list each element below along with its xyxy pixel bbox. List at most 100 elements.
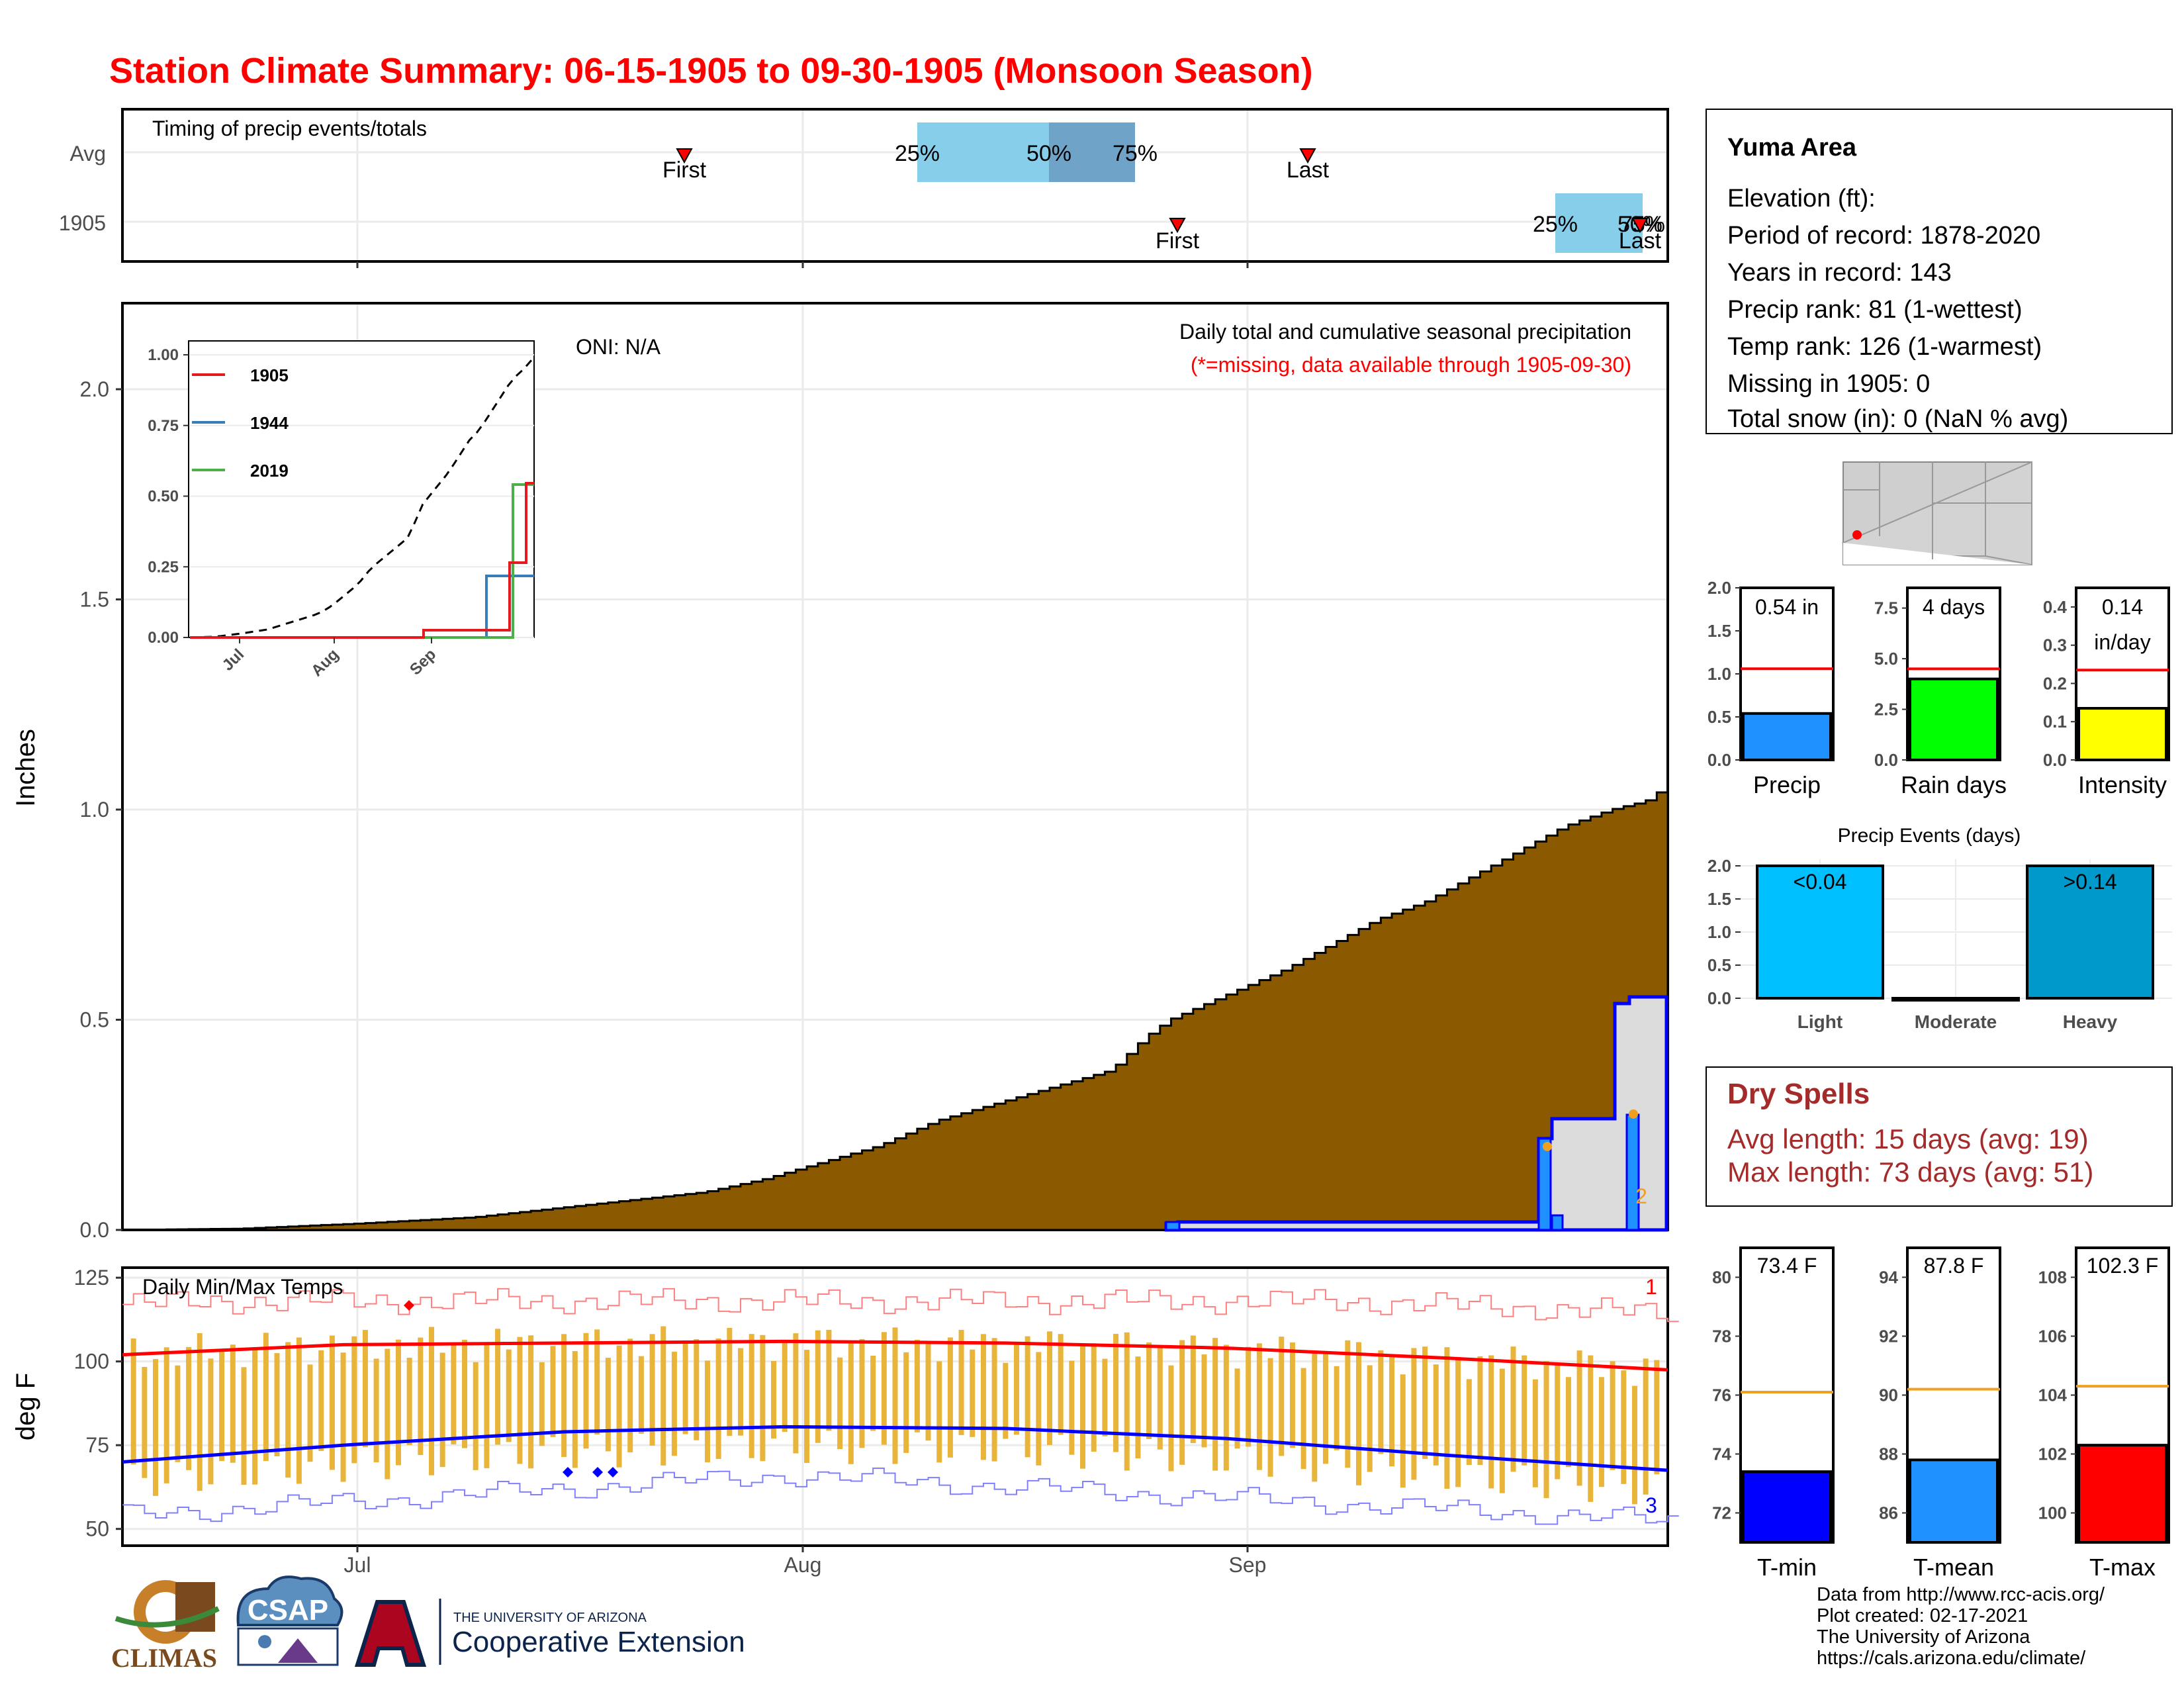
temp-summary-tick: 104 (2038, 1385, 2068, 1405)
event-bar-label: Light (1797, 1011, 1843, 1032)
mini-bar-tick: 2.5 (1874, 700, 1898, 720)
daily-temp-bar (804, 1350, 810, 1463)
daily-temp-bar (1113, 1334, 1119, 1452)
daily-temp-bar (1631, 1385, 1637, 1505)
daily-temp-bar (1013, 1342, 1019, 1435)
mini-bar-tick: 0.3 (2043, 635, 2067, 655)
precip-events-chart: Precip Events (days) 0.0 0.5 1.0 1.5 2.0 <0.… (1707, 825, 2172, 1032)
dry-spells-title: Dry Spells (1727, 1078, 1870, 1110)
footer-line-2: Plot created: 02-17-2021 (1817, 1605, 2028, 1626)
daily-temp-bar (539, 1362, 545, 1446)
daily-temp-bar (142, 1366, 148, 1478)
mini-bar-tick: 0.2 (2043, 673, 2067, 693)
daily-temp-bar (760, 1335, 766, 1462)
y1905-q25-label: 25% (1533, 212, 1578, 237)
daily-temp-bar (1312, 1350, 1318, 1482)
precip-marker-label: 2 (1635, 1184, 1647, 1208)
mini-bar-value: 0.14 (2102, 595, 2143, 619)
daily-temp-bar (351, 1336, 357, 1464)
daily-temp-bar (318, 1350, 324, 1451)
daily-temp-bar (815, 1330, 821, 1443)
event-bar-value: <0.04 (1794, 870, 1847, 894)
station-location-marker (1852, 530, 1862, 539)
mini-bar-tick: 7.5 (1874, 598, 1898, 618)
climas-logo-text: CLIMAS (111, 1643, 217, 1673)
avg-first-label: First (662, 158, 707, 183)
daily-temp-bar (1168, 1365, 1174, 1472)
daily-temp-bar (1598, 1377, 1604, 1487)
daily-temp-bar (1543, 1361, 1549, 1499)
temp-ytick-label: 75 (85, 1433, 109, 1457)
temp-xtick-label: Sep (1229, 1553, 1267, 1577)
temp-summary-tick: 74 (1712, 1444, 1731, 1464)
record-low-marker-2 (592, 1467, 603, 1477)
mini-bar-tick: 0.0 (1874, 750, 1898, 770)
temp-summary-t-max: 100 102 104 106 108 102.3 F T-max (2038, 1246, 2170, 1581)
inset-ytick-label: 0.25 (148, 558, 179, 576)
daily-temp-bar (153, 1359, 159, 1496)
station-name: Yuma Area (1727, 134, 1857, 162)
timing-row-1905: 1905 (59, 211, 106, 235)
precip-caption: Daily total and cumulative seasonal prec… (1179, 320, 1631, 344)
inset-ytick-label: 0.75 (148, 417, 179, 435)
daily-temp-bar (1455, 1357, 1461, 1487)
daily-temp-bar (1322, 1352, 1328, 1464)
daily-temp-bar (870, 1355, 876, 1431)
daily-temp-bar (219, 1351, 225, 1462)
daily-temp-bar (1069, 1360, 1075, 1455)
timing-row-avg: Avg (69, 142, 106, 165)
daily-temp-bar (1091, 1343, 1097, 1452)
inset-ytick-label: 0.00 (148, 629, 179, 647)
page-title: Station Climate Summary: 06-15-1905 to 0… (109, 51, 1313, 91)
daily-temp-bar (970, 1349, 976, 1437)
daily-temp-bar (550, 1346, 556, 1437)
daily-temp-bar (980, 1334, 986, 1460)
daily-temp-bar (1444, 1347, 1450, 1489)
temp-rank-min: 3 (1645, 1493, 1657, 1517)
temp-summary-tick: 86 (1879, 1503, 1898, 1523)
y1905-quartile-box (1555, 193, 1643, 253)
mini-bar-rain-days: 0.0 2.5 5.0 7.5 4 days Rain days (1874, 586, 2007, 798)
daily-temp-bar (1124, 1332, 1130, 1471)
daily-temp-bar (1576, 1350, 1582, 1486)
station-temp-rank: Temp rank: 126 (1-warmest) (1727, 333, 2042, 361)
temp-summary-tick: 90 (1879, 1385, 1898, 1405)
mini-bar-tick: 1.5 (1707, 621, 1731, 641)
daily-temp-bar (1135, 1356, 1141, 1459)
daily-temp-bar (506, 1349, 512, 1442)
daily-temp-bar (605, 1358, 611, 1452)
daily-temp-bar (230, 1344, 236, 1463)
daily-temp-bar (561, 1334, 567, 1458)
daily-temp-bar (130, 1338, 136, 1465)
daily-temp-bar (175, 1365, 181, 1462)
main-ytick-label: 2.0 (80, 377, 109, 401)
daily-temp-bar (1411, 1348, 1417, 1480)
daily-temp-bar (649, 1334, 655, 1446)
inset-ytick-label: 0.50 (148, 488, 179, 506)
temp-ytick-label: 125 (74, 1266, 109, 1289)
csap-logo-text: CSAP (248, 1594, 328, 1626)
daily-temp-bar (263, 1333, 269, 1462)
mini-bar-tick: 0.5 (1707, 707, 1731, 727)
daily-temp-bar (627, 1338, 633, 1452)
daily-temp-bar (1058, 1334, 1064, 1435)
daily-temp-bar (1522, 1355, 1527, 1466)
temp-summary-fill (1742, 1470, 1832, 1544)
daily-temp-bar (1422, 1346, 1428, 1460)
legend-1944: 1944 (250, 413, 289, 433)
daily-temp-bar (1654, 1360, 1660, 1475)
avg-last-label: Last (1287, 158, 1330, 183)
temp-ytick-label: 50 (85, 1517, 109, 1541)
daily-temp-bar (340, 1352, 346, 1482)
daily-temp-bar (594, 1329, 600, 1434)
mini-bar-tick: 1.0 (1707, 664, 1731, 684)
avg-last-marker (1299, 148, 1316, 164)
daily-temp-bar (660, 1326, 666, 1466)
main-ytick-label: 1.5 (80, 588, 109, 612)
mini-bar-label: Rain days (1901, 771, 2007, 798)
daily-temp-bar (1256, 1343, 1262, 1470)
daily-temp-bar (793, 1333, 799, 1454)
daily-temp-bar (495, 1329, 501, 1445)
main-ytick-label: 1.0 (80, 798, 109, 821)
temperature-summary-bars: 72 74 76 78 80 73.4 F T-min 86 88 90 92 94 87.8 F T-m… (1712, 1246, 2170, 1581)
